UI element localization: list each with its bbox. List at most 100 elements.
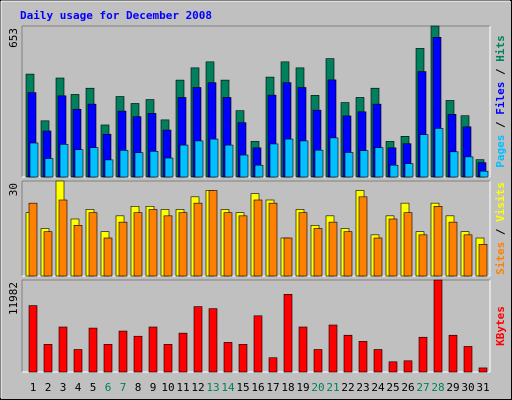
bar bbox=[418, 234, 428, 277]
bar bbox=[103, 237, 113, 277]
bar bbox=[58, 326, 68, 373]
bar bbox=[344, 152, 354, 178]
bar bbox=[223, 212, 233, 277]
x-tick-label: 19 bbox=[296, 381, 309, 394]
legend-entry: Sites bbox=[494, 242, 507, 275]
legend: Sites / Visits bbox=[494, 182, 507, 275]
legend-entry: Hits bbox=[494, 35, 507, 62]
bar bbox=[268, 202, 278, 277]
bar bbox=[388, 361, 398, 373]
bar bbox=[328, 221, 338, 277]
bar bbox=[208, 308, 218, 373]
bar bbox=[433, 279, 443, 373]
bar bbox=[418, 336, 428, 373]
x-tick-label: 12 bbox=[191, 381, 204, 394]
bar bbox=[343, 231, 353, 277]
x-tick-label: 22 bbox=[341, 381, 354, 394]
bar bbox=[73, 225, 83, 277]
bar bbox=[223, 342, 233, 373]
legend-separator: / bbox=[494, 115, 507, 135]
bar bbox=[178, 212, 188, 277]
x-tick-label: 10 bbox=[161, 381, 174, 394]
bar bbox=[58, 199, 68, 277]
bar bbox=[253, 199, 263, 277]
bar bbox=[403, 212, 413, 277]
legend-separator: / bbox=[494, 62, 507, 82]
bar bbox=[163, 215, 173, 277]
bar bbox=[374, 147, 384, 178]
bar bbox=[193, 202, 203, 277]
bar bbox=[313, 228, 323, 277]
bar bbox=[208, 190, 218, 277]
x-tick-label: 28 bbox=[431, 381, 444, 394]
bar bbox=[448, 334, 458, 373]
x-tick-label: 6 bbox=[105, 381, 112, 394]
bar bbox=[43, 231, 53, 277]
bar bbox=[29, 142, 39, 178]
bar bbox=[268, 357, 278, 373]
bar bbox=[209, 138, 219, 178]
legend-separator: / bbox=[494, 222, 507, 242]
bar bbox=[148, 326, 158, 373]
bar bbox=[163, 344, 173, 373]
chart-title: Daily usage for December 2008 bbox=[20, 9, 212, 22]
bar bbox=[449, 151, 459, 178]
x-tick-label: 23 bbox=[356, 381, 369, 394]
bar bbox=[358, 341, 368, 373]
x-tick-label: 16 bbox=[251, 381, 264, 394]
bar bbox=[178, 332, 188, 373]
x-tick-label: 14 bbox=[221, 381, 235, 394]
x-tick-label: 5 bbox=[90, 381, 97, 394]
bar bbox=[179, 144, 189, 178]
x-tick-label: 4 bbox=[75, 381, 82, 394]
bar bbox=[89, 147, 99, 178]
bar bbox=[134, 152, 144, 178]
bar bbox=[389, 164, 399, 178]
bar bbox=[88, 212, 98, 277]
bar bbox=[238, 215, 248, 277]
bar bbox=[388, 218, 398, 277]
y-tick-label: 30 bbox=[7, 183, 20, 196]
bar bbox=[358, 196, 368, 277]
bar bbox=[74, 149, 84, 178]
bar bbox=[269, 143, 279, 178]
bar bbox=[283, 237, 293, 277]
bar bbox=[478, 367, 488, 373]
bar bbox=[119, 150, 129, 178]
x-tick-label: 17 bbox=[266, 381, 279, 394]
bar bbox=[28, 202, 38, 277]
bar bbox=[164, 157, 174, 178]
bar bbox=[194, 140, 204, 178]
x-tick-label: 21 bbox=[326, 381, 339, 394]
x-tick-label: 7 bbox=[120, 381, 127, 394]
bar bbox=[193, 306, 203, 373]
bar bbox=[103, 344, 113, 373]
bar bbox=[133, 212, 143, 277]
bar bbox=[44, 158, 54, 178]
bar bbox=[404, 163, 414, 178]
bar bbox=[359, 150, 369, 178]
x-tick-label: 29 bbox=[446, 381, 459, 394]
bar bbox=[403, 360, 413, 373]
bar bbox=[104, 159, 114, 178]
bar bbox=[253, 315, 263, 373]
bar bbox=[448, 221, 458, 277]
legend: KBytes bbox=[494, 306, 507, 346]
legend: Pages / Files / Hits bbox=[494, 35, 507, 168]
bar bbox=[284, 138, 294, 178]
x-tick-label: 8 bbox=[135, 381, 142, 394]
bar bbox=[254, 164, 264, 178]
legend-entry: Pages bbox=[494, 135, 507, 168]
bar bbox=[463, 234, 473, 277]
x-tick-label: 15 bbox=[236, 381, 249, 394]
bar bbox=[298, 326, 308, 373]
x-tick-label: 9 bbox=[150, 381, 157, 394]
bar bbox=[149, 151, 159, 178]
bar bbox=[238, 344, 248, 373]
bar bbox=[313, 349, 323, 373]
bar bbox=[118, 221, 128, 277]
bar bbox=[133, 335, 143, 373]
bar bbox=[343, 334, 353, 373]
x-tick-label: 31 bbox=[476, 381, 489, 394]
